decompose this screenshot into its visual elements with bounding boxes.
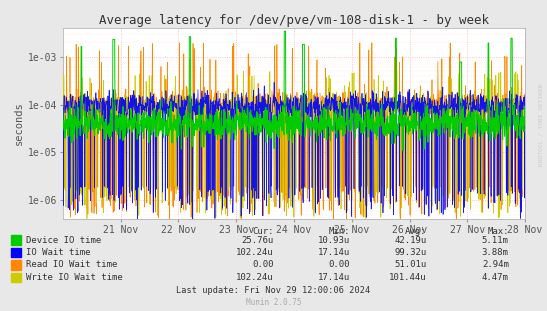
Text: 5.11m: 5.11m <box>482 236 509 244</box>
Text: 17.14u: 17.14u <box>318 273 350 282</box>
Text: Avg:: Avg: <box>405 227 427 236</box>
Text: 10.93u: 10.93u <box>318 236 350 244</box>
Text: 2.94m: 2.94m <box>482 261 509 269</box>
Title: Average latency for /dev/pve/vm-108-disk-1 - by week: Average latency for /dev/pve/vm-108-disk… <box>99 14 489 27</box>
Text: 4.47m: 4.47m <box>482 273 509 282</box>
Text: Write IO Wait time: Write IO Wait time <box>26 273 123 282</box>
Text: 3.88m: 3.88m <box>482 248 509 257</box>
Text: 51.01u: 51.01u <box>394 261 427 269</box>
Text: Last update: Fri Nov 29 12:00:06 2024: Last update: Fri Nov 29 12:00:06 2024 <box>176 286 371 295</box>
Text: 102.24u: 102.24u <box>236 273 274 282</box>
Text: 42.19u: 42.19u <box>394 236 427 244</box>
Text: RRDTOOL / TOBI OETIKER: RRDTOOL / TOBI OETIKER <box>538 83 543 166</box>
Y-axis label: seconds: seconds <box>14 102 24 146</box>
Text: 17.14u: 17.14u <box>318 248 350 257</box>
Text: Read IO Wait time: Read IO Wait time <box>26 261 118 269</box>
Text: 0.00: 0.00 <box>329 261 350 269</box>
Text: Min:: Min: <box>329 227 350 236</box>
Text: 99.32u: 99.32u <box>394 248 427 257</box>
Text: IO Wait time: IO Wait time <box>26 248 91 257</box>
Text: Cur:: Cur: <box>252 227 274 236</box>
Text: 0.00: 0.00 <box>252 261 274 269</box>
Text: 101.44u: 101.44u <box>389 273 427 282</box>
Text: Device IO time: Device IO time <box>26 236 102 244</box>
Text: Munin 2.0.75: Munin 2.0.75 <box>246 298 301 307</box>
Text: 25.76u: 25.76u <box>241 236 274 244</box>
Text: 102.24u: 102.24u <box>236 248 274 257</box>
Text: Max:: Max: <box>487 227 509 236</box>
